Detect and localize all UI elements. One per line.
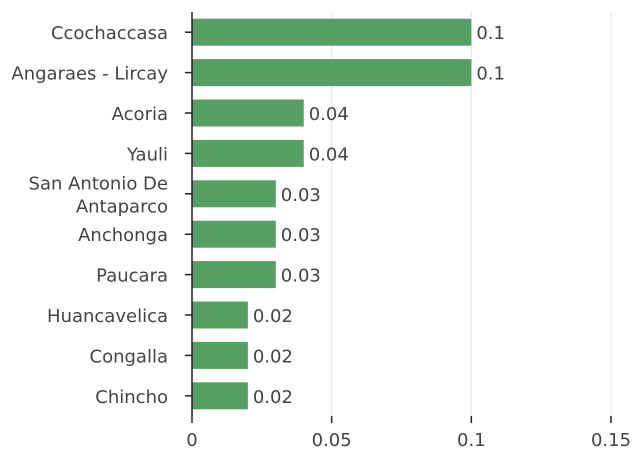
bar	[192, 220, 276, 248]
category-label-line: Angaraes - Lircay	[11, 64, 168, 85]
category-label-line: Antaparco	[76, 196, 168, 217]
category-label-line: Huancavelica	[47, 306, 168, 327]
category-label: Angaraes - Lircay	[11, 64, 168, 85]
bar	[192, 301, 248, 329]
category-label: Ccochaccasa	[51, 23, 168, 44]
bar	[192, 139, 304, 167]
category-label-line: Anchonga	[78, 225, 168, 246]
data-label: 0.03	[281, 185, 321, 206]
data-label: 0.02	[253, 346, 293, 367]
bar	[192, 99, 304, 127]
category-label: San Antonio De Antaparco	[29, 173, 168, 217]
bar	[192, 180, 276, 208]
data-label: 0.02	[253, 306, 293, 327]
bar	[192, 18, 472, 46]
data-label: 0.04	[309, 144, 349, 165]
category-label: Huancavelica	[47, 306, 168, 327]
y-axis: Ccochaccasa Angaraes - Lircay Acoria Yauli S…	[11, 12, 193, 416]
data-label: 0.03	[281, 225, 321, 246]
bar	[192, 261, 276, 289]
category-label: Acoria	[112, 104, 168, 125]
category-label-line: Paucara	[96, 266, 168, 287]
x-tick-label: 0.1	[457, 430, 486, 451]
value-labels: 0.1 0.1 0.04 0.04 0.03 0.03 0.03 0.02 0.02 0.02	[253, 23, 505, 408]
category-label: Chincho	[95, 387, 168, 408]
bar	[192, 341, 248, 369]
category-label-line: Congalla	[90, 346, 168, 367]
data-label: 0.04	[309, 104, 349, 125]
bars	[192, 18, 472, 410]
x-tick-label: 0.05	[312, 430, 352, 451]
category-label: Paucara	[96, 266, 168, 287]
category-label-line: Yauli	[126, 144, 168, 165]
category-label-line: Chincho	[95, 387, 168, 408]
bar	[192, 59, 472, 87]
data-label: 0.1	[476, 64, 505, 85]
category-label: Yauli	[126, 144, 168, 165]
x-axis: 0 0.05 0.1 0.15	[186, 416, 631, 451]
category-label-line: Acoria	[112, 104, 168, 125]
data-label: 0.1	[476, 23, 505, 44]
category-label: Congalla	[90, 346, 168, 367]
data-label: 0.02	[253, 387, 293, 408]
category-label-line: San Antonio De	[29, 173, 168, 194]
data-label: 0.03	[281, 266, 321, 287]
category-label-line: Ccochaccasa	[51, 23, 168, 44]
x-tick-label: 0.15	[591, 430, 631, 451]
x-tick-label: 0	[186, 430, 197, 451]
category-label: Anchonga	[78, 225, 168, 246]
bar	[192, 382, 248, 410]
